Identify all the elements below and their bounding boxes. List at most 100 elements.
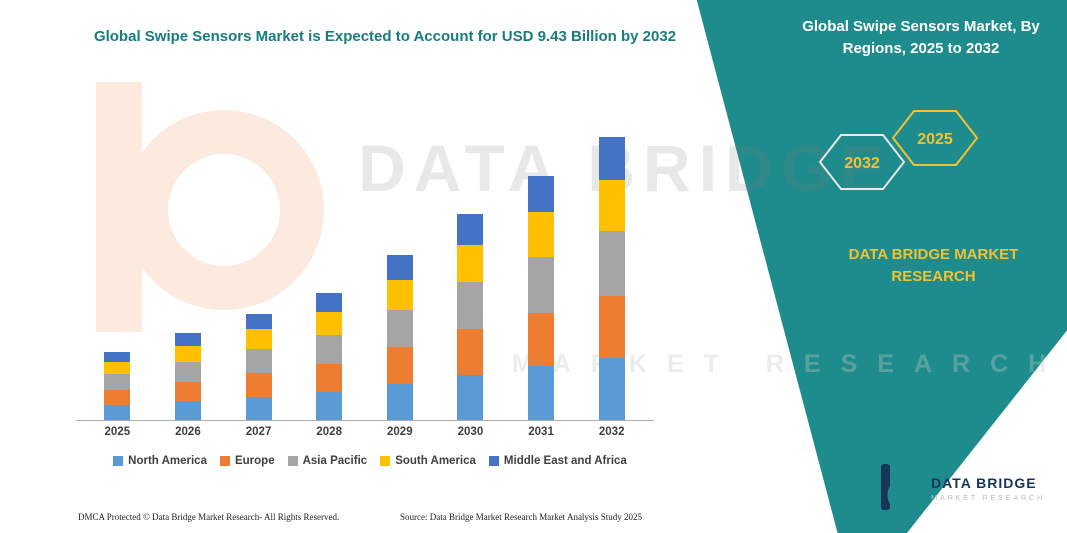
legend-item: South America <box>380 455 476 467</box>
bar-column-2030 <box>435 120 506 420</box>
badge-2032-label: 2032 <box>844 155 880 172</box>
legend-label: South America <box>395 455 476 467</box>
legend-item: Middle East and Africa <box>488 455 627 467</box>
bar-column-2029 <box>365 120 436 420</box>
bar-segment <box>316 364 343 393</box>
bar-segment <box>316 293 343 313</box>
bar-segment <box>528 212 555 257</box>
bar-segment <box>174 333 201 347</box>
legend: North America Europe Asia Pacific South Ame… <box>78 455 662 467</box>
bar-segment <box>457 329 484 375</box>
bar-segment <box>386 255 413 280</box>
bar-stack <box>104 351 131 420</box>
databridge-logo: DATA BRIDGE MARKET RESEARCH <box>878 462 1045 514</box>
bar-stack <box>316 293 343 420</box>
source-notice: Source: Data Bridge Market Research Mark… <box>400 512 642 522</box>
bar-column-2032 <box>576 120 647 420</box>
logo-subtitle: MARKET RESEARCH <box>931 492 1045 502</box>
legend-label: Middle East and Africa <box>503 455 627 467</box>
bar-segment <box>386 309 413 348</box>
bar-segment <box>245 313 272 330</box>
legend-label: North America <box>128 455 207 467</box>
bar-segment <box>245 396 272 420</box>
chart-title: Global Swipe Sensors Market is Expected … <box>93 28 677 45</box>
bar-stack <box>174 333 201 420</box>
hexagon-2025-outline <box>891 110 979 166</box>
bar-segment <box>245 348 272 374</box>
bar-segment <box>457 244 484 283</box>
bar-segment <box>386 279 413 310</box>
x-axis-label: 2032 <box>598 426 625 438</box>
legend-item: Asia Pacific <box>287 455 368 467</box>
dmca-notice: DMCA Protected © Data Bridge Market Rese… <box>78 512 340 522</box>
bar-segment <box>598 230 625 296</box>
legend-swatch <box>380 456 391 466</box>
bar-segment <box>528 175 555 213</box>
bar-column-2025 <box>82 120 153 420</box>
logo-name: DATA BRIDGE <box>931 474 1037 491</box>
bar-segment <box>104 405 131 420</box>
bar-column-2026 <box>153 120 224 420</box>
bar-segment <box>386 347 413 384</box>
brand-text: DATA BRIDGE MARKET RESEARCH <box>848 246 1019 285</box>
legend-swatch <box>287 456 298 466</box>
bar-segment <box>598 357 625 420</box>
databridge-logo-text: DATA BRIDGE MARKET RESEARCH <box>931 475 1045 502</box>
bar-stack <box>598 137 625 420</box>
legend-swatch <box>113 456 124 466</box>
bar-stack <box>457 213 484 420</box>
bar-segment <box>457 374 484 420</box>
bar-segment <box>174 400 201 420</box>
hexagon-2032-outline <box>818 134 906 190</box>
bar-segment <box>245 373 272 397</box>
bar-column-2031 <box>506 120 577 420</box>
x-axis-label: 2026 <box>175 426 201 438</box>
bar-segment <box>528 256 555 313</box>
bar-segment <box>598 295 625 358</box>
badge-2025-label: 2025 <box>917 131 953 148</box>
x-axis-label: 2025 <box>104 426 131 438</box>
plot-area <box>82 120 647 420</box>
legend-item: North America <box>113 455 207 467</box>
bar-segment <box>245 329 272 349</box>
legend-item: Europe <box>219 455 275 467</box>
x-axis-label: 2030 <box>457 426 484 438</box>
bar-segment <box>598 137 625 180</box>
bar-stack <box>528 175 555 420</box>
x-axis-label: 2027 <box>245 426 272 438</box>
bar-segment <box>316 312 343 336</box>
bar-column-2027 <box>223 120 294 420</box>
legend-label: Europe <box>234 455 275 467</box>
legend-swatch <box>219 456 230 466</box>
legend-swatch <box>488 456 499 466</box>
bar-segment <box>104 351 131 363</box>
bar-segment <box>174 381 201 401</box>
bar-segment <box>104 374 131 390</box>
bar-stack <box>245 313 272 420</box>
bar-segment <box>104 390 131 405</box>
bar-segment <box>104 362 131 375</box>
bar-segment <box>316 335 343 365</box>
bar-segment <box>528 312 555 367</box>
bar-segment <box>528 366 555 420</box>
right-panel-title: Global Swipe Sensors Market, By Regions,… <box>802 18 1040 57</box>
bar-segment <box>457 282 484 330</box>
databridge-logo-icon <box>881 464 923 513</box>
bar-column-2028 <box>294 120 365 420</box>
bar-segment <box>457 213 484 245</box>
x-axis-line <box>76 420 654 421</box>
bar-segment <box>174 346 201 362</box>
x-axis-label: 2028 <box>316 426 342 438</box>
x-axis-label: 2029 <box>387 426 413 438</box>
legend-label: Asia Pacific <box>302 455 368 467</box>
bar-segment <box>598 179 625 231</box>
bar-segment <box>386 383 413 420</box>
bar-segment <box>174 361 201 382</box>
bar-segment <box>316 392 343 420</box>
watermark-logo-icon <box>96 82 331 337</box>
x-axis-label: 2031 <box>528 426 554 438</box>
bar-stack <box>386 255 413 420</box>
year-badges: 2032 2025 <box>818 110 979 190</box>
x-axis-labels: 2025 2026 2027 2028 2029 2030 2031 2032 <box>82 426 647 438</box>
